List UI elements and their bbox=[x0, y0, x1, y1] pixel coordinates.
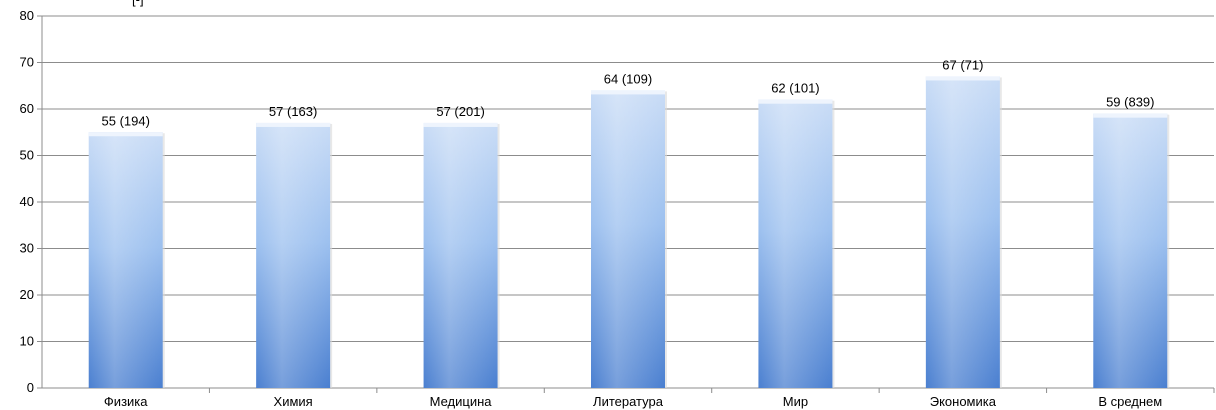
y-tick-label: 20 bbox=[20, 287, 34, 302]
data-label: 62 (101) bbox=[771, 81, 819, 96]
y-tick-label: 80 bbox=[20, 8, 34, 23]
data-label: 64 (109) bbox=[604, 71, 652, 86]
bar-shine bbox=[925, 76, 1000, 388]
x-tick-label: Медицина bbox=[430, 394, 493, 409]
bar-shine bbox=[88, 132, 163, 388]
bar-cap bbox=[88, 132, 163, 137]
data-label: 67 (71) bbox=[942, 57, 983, 72]
bar-cap bbox=[591, 90, 665, 95]
y-tick-label: 40 bbox=[20, 194, 34, 209]
data-label: 55 (194) bbox=[102, 113, 150, 128]
bar-shine bbox=[591, 90, 665, 389]
x-tick-label: Мир bbox=[783, 394, 808, 409]
data-label: 57 (163) bbox=[269, 104, 317, 119]
bar-cap bbox=[758, 99, 833, 104]
labels: 0 10 20 30 40 50 60 70 80 [-] Физика 55 (194) Химия 5… bbox=[20, 0, 1163, 409]
bar-shine bbox=[423, 122, 498, 388]
x-tick-label: В среднем bbox=[1098, 394, 1162, 409]
bars bbox=[88, 76, 1170, 389]
y-tick-label: 0 bbox=[27, 380, 34, 395]
data-label: 57 (201) bbox=[436, 104, 484, 119]
bar-cap bbox=[256, 122, 331, 127]
y-tick-label: 60 bbox=[20, 101, 34, 116]
x-tick-label: Литература bbox=[593, 394, 664, 409]
bar-shine bbox=[1093, 113, 1168, 389]
x-tick-label: Химия bbox=[274, 394, 313, 409]
y-tick-label: 50 bbox=[20, 148, 34, 163]
y-tick-label: 30 bbox=[20, 241, 34, 256]
x-tick-label: Экономика bbox=[930, 394, 997, 409]
data-label: 59 (839) bbox=[1106, 95, 1154, 110]
bar-cap bbox=[423, 122, 498, 127]
y-tick-label: 10 bbox=[20, 334, 34, 349]
bar-cap bbox=[925, 76, 1000, 81]
bar-shine bbox=[758, 99, 833, 388]
bar-shine bbox=[256, 122, 331, 388]
bar-cap bbox=[1093, 113, 1168, 118]
y-unit-label: [-] bbox=[132, 0, 144, 7]
y-tick-label: 70 bbox=[20, 55, 34, 70]
x-tick-label: Физика bbox=[104, 394, 148, 409]
